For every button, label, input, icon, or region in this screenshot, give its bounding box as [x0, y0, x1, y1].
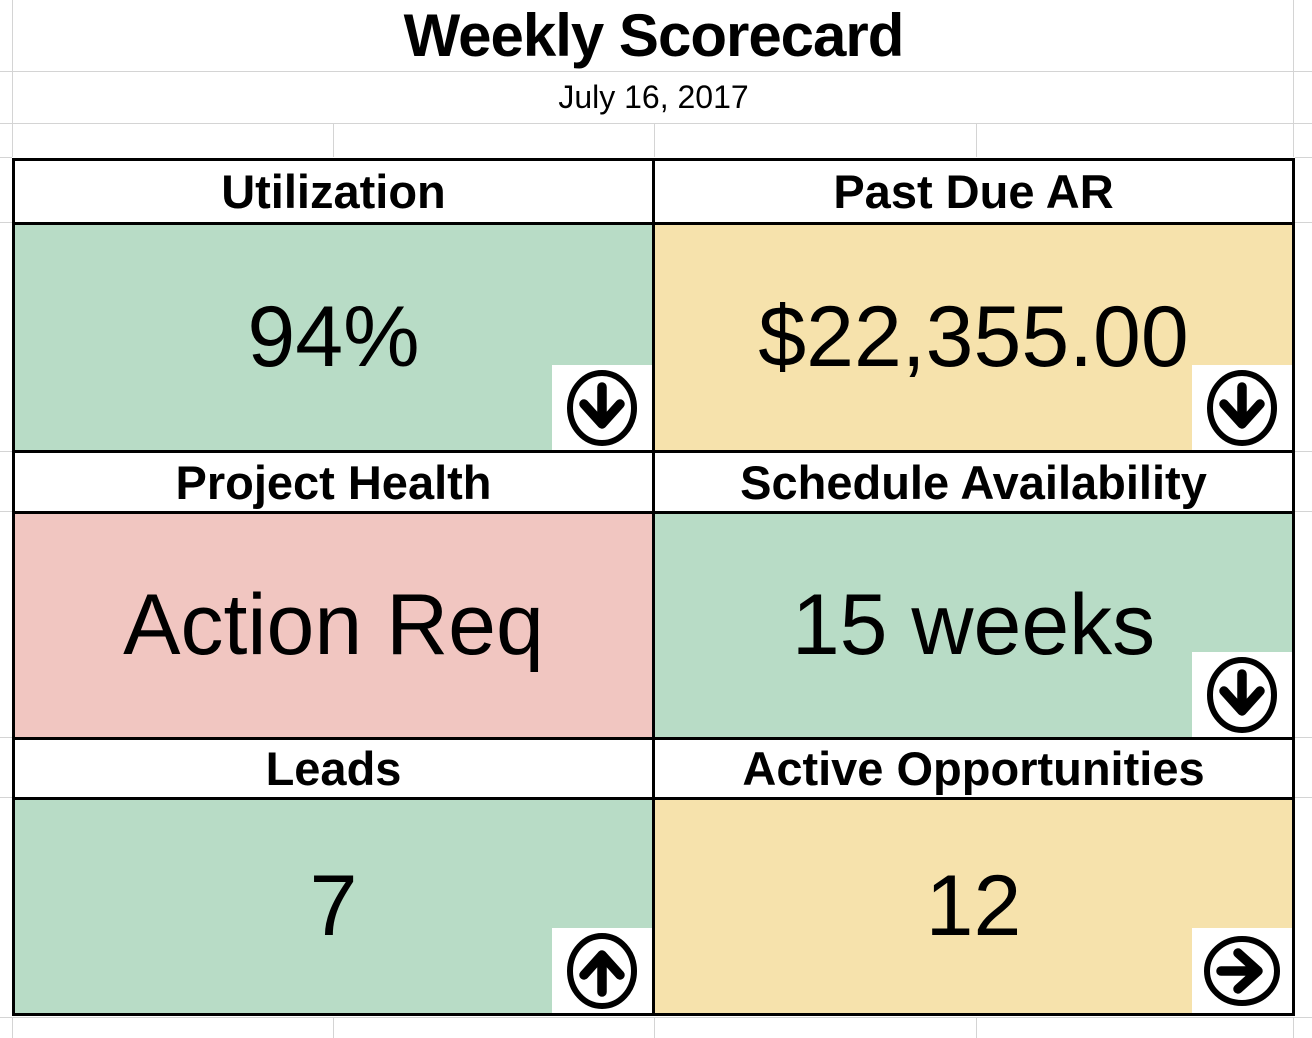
- gridline: [654, 124, 655, 157]
- metric-value-utilization[interactable]: 94%: [15, 225, 652, 450]
- metric-header-project-health[interactable]: Project Health: [15, 453, 652, 511]
- metric-value-past-due-ar[interactable]: $22,355.00: [655, 225, 1292, 450]
- gridline: [1295, 451, 1312, 452]
- gridline: [333, 1018, 334, 1038]
- gridline: [1295, 157, 1312, 158]
- gridline: [0, 1017, 1312, 1018]
- trend-up-circle-icon[interactable]: [552, 928, 652, 1013]
- metric-label: Leads: [265, 742, 402, 795]
- trend-right-circle-icon[interactable]: [1192, 928, 1292, 1013]
- metric-label: Past Due AR: [833, 165, 1114, 218]
- gridline: [0, 511, 12, 512]
- trend-down-circle-icon[interactable]: [1192, 652, 1292, 737]
- gridline: [0, 222, 12, 223]
- gridline: [0, 737, 12, 738]
- gridline: [12, 1018, 13, 1038]
- scorecard-date-cell[interactable]: July 16, 2017: [12, 71, 1295, 123]
- metric-value: 94%: [247, 289, 420, 385]
- trend-down-circle-icon[interactable]: [552, 365, 652, 450]
- metric-header-schedule-availability[interactable]: Schedule Availability: [655, 453, 1292, 511]
- trend-down-circle-icon[interactable]: [1192, 365, 1292, 450]
- metric-value: 15 weeks: [791, 577, 1156, 673]
- metric-label: Project Health: [175, 455, 492, 509]
- metric-header-past-due-ar[interactable]: Past Due AR: [655, 161, 1292, 222]
- gridline: [1295, 737, 1312, 738]
- metric-value: 7: [309, 858, 358, 954]
- gridline: [0, 157, 12, 158]
- page-date: July 16, 2017: [558, 78, 749, 115]
- page-title: Weekly Scorecard: [403, 2, 905, 69]
- gridline: [976, 124, 977, 157]
- metric-header-leads[interactable]: Leads: [15, 740, 652, 797]
- metric-header-utilization[interactable]: Utilization: [15, 161, 652, 222]
- metric-value-schedule-availability[interactable]: 15 weeks: [655, 514, 1292, 737]
- gridline: [1295, 511, 1312, 512]
- scorecard-title-cell[interactable]: Weekly Scorecard: [12, 0, 1295, 71]
- metric-label: Schedule Availability: [740, 455, 1207, 509]
- metric-label: Active Opportunities: [742, 742, 1205, 795]
- metric-value: $22,355.00: [758, 289, 1189, 385]
- metric-value: Action Req: [123, 577, 544, 673]
- metric-value-leads[interactable]: 7: [15, 800, 652, 1013]
- gridline: [12, 0, 13, 157]
- metric-value-project-health[interactable]: Action Req: [15, 514, 652, 737]
- gridline: [0, 123, 1312, 124]
- gridline: [333, 124, 334, 157]
- gridline: [0, 797, 12, 798]
- gridline: [0, 71, 1312, 72]
- metric-value: 12: [925, 858, 1022, 954]
- scorecard-table: Utilization Past Due AR 94% $22,355.00: [12, 158, 1295, 1016]
- gridline: [1293, 1018, 1294, 1038]
- gridline: [1295, 222, 1312, 223]
- metric-label: Utilization: [221, 165, 446, 218]
- gridline: [1293, 0, 1294, 157]
- gridline: [654, 1018, 655, 1038]
- gridline: [976, 1018, 977, 1038]
- gridline: [1295, 797, 1312, 798]
- metric-header-active-opportunities[interactable]: Active Opportunities: [655, 740, 1292, 797]
- gridline: [0, 451, 12, 452]
- metric-value-active-opportunities[interactable]: 12: [655, 800, 1292, 1013]
